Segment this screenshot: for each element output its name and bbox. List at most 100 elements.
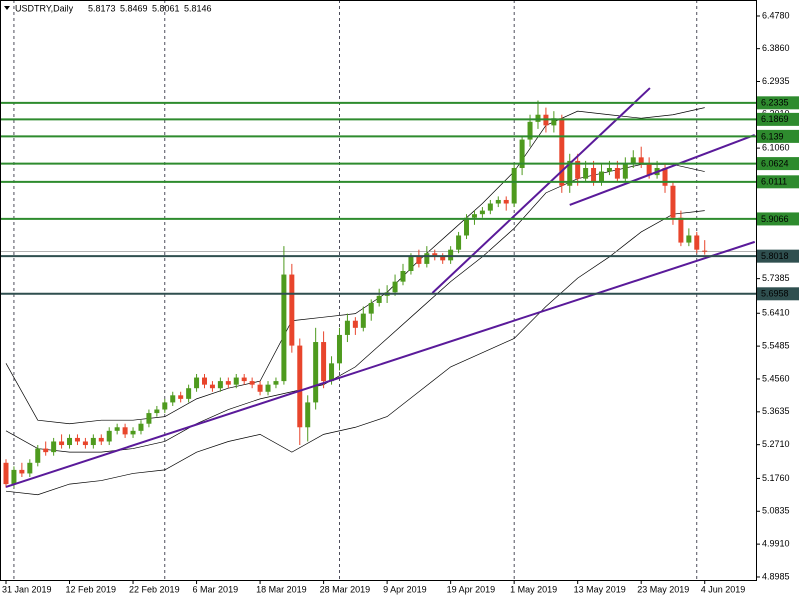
candle-body	[344, 320, 350, 335]
x-tick-label: 19 Apr 2019	[447, 584, 496, 594]
candle-body	[27, 462, 33, 474]
candle-body	[583, 167, 589, 179]
candle-body	[265, 384, 271, 392]
y-tick-label: 4.9910	[762, 539, 790, 549]
candle-body	[241, 377, 247, 382]
y-tick-label: 6.2935	[762, 76, 790, 86]
candle-body	[511, 167, 517, 204]
candle-body	[527, 121, 533, 140]
candle-body	[249, 381, 255, 385]
candle-body	[360, 313, 366, 328]
candle-body	[178, 395, 184, 399]
candle-body	[694, 235, 700, 250]
candle-body	[106, 430, 112, 442]
y-tick-label: 5.1760	[762, 473, 790, 483]
candle-body	[622, 164, 628, 179]
candle-body	[154, 409, 160, 414]
level-label-box	[757, 175, 799, 189]
candle-body	[35, 448, 41, 463]
level-label: 6.139	[761, 131, 784, 141]
candle-body	[630, 157, 636, 165]
candle-body	[662, 167, 668, 186]
chart-title: USDTRY,Daily	[15, 3, 74, 13]
candle-body	[551, 118, 557, 126]
plot-border	[0, 0, 757, 581]
candle-body	[122, 427, 128, 435]
x-tick-label: 18 Mar 2019	[256, 584, 307, 594]
y-tick-label: 5.7385	[762, 273, 790, 283]
x-tick-label: 6 Mar 2019	[193, 584, 239, 594]
candle-body	[313, 342, 319, 403]
level-label: 5.9066	[761, 214, 789, 224]
candle-body	[209, 384, 215, 389]
candle-body	[559, 118, 565, 186]
candle-body	[170, 395, 176, 403]
candle-body	[678, 217, 684, 243]
candle-body	[273, 381, 279, 385]
candle-body	[186, 388, 192, 399]
candle-body	[329, 363, 335, 382]
candle-body	[74, 437, 80, 442]
candle-body	[281, 274, 287, 382]
level-label-box	[757, 129, 799, 143]
y-tick-label: 6.4780	[762, 10, 790, 20]
y-tick-label: 6.1060	[762, 142, 790, 152]
level-label: 5.8018	[761, 251, 789, 261]
candle-body	[376, 295, 382, 303]
y-tick-label: 5.5485	[762, 340, 790, 350]
level-label-box	[757, 112, 799, 126]
candle-body	[479, 210, 485, 215]
level-label-box	[757, 287, 799, 301]
candle-body	[440, 256, 446, 261]
candle-body	[646, 164, 652, 176]
level-label-box	[757, 212, 799, 226]
candle-body	[3, 462, 9, 485]
candle-body	[114, 427, 120, 431]
y-tick-label: 5.6410	[762, 308, 790, 318]
candle-body	[82, 441, 88, 446]
y-tick-label: 5.3635	[762, 406, 790, 416]
header-close: 5.8146	[184, 3, 212, 13]
candle-body	[233, 377, 239, 385]
candle-body	[321, 342, 327, 382]
candle-body	[336, 334, 342, 364]
candle-body	[368, 302, 374, 314]
x-tick-label: 23 May 2019	[637, 584, 689, 594]
bollinger-band	[5, 107, 705, 425]
candle-body	[591, 167, 597, 183]
x-tick-label: 22 Feb 2019	[129, 584, 180, 594]
candle-body	[567, 160, 573, 186]
candle-body	[90, 437, 96, 446]
x-tick-label: 31 Jan 2019	[2, 584, 52, 594]
x-tick-label: 13 May 2019	[574, 584, 626, 594]
level-label: 6.1869	[761, 114, 789, 124]
candle-body	[670, 185, 676, 218]
x-tick-label: 4 Jun 2019	[701, 584, 746, 594]
candle-body	[535, 114, 541, 122]
candle-body	[289, 274, 295, 346]
candle-body	[519, 139, 525, 168]
candle-body	[19, 469, 25, 474]
header-open: 5.8173	[88, 3, 116, 13]
candle-body	[448, 249, 454, 261]
level-label: 6.0624	[761, 158, 789, 168]
candle-body	[614, 167, 620, 179]
candle-body	[416, 256, 422, 264]
x-tick-label: 1 May 2019	[510, 584, 557, 594]
x-tick-label: 12 Feb 2019	[66, 584, 117, 594]
candle-body	[575, 160, 581, 179]
candle-body	[352, 320, 358, 328]
candle-body	[130, 430, 136, 435]
level-label-box	[757, 157, 799, 171]
candle-body	[146, 413, 152, 424]
header-high: 5.8469	[120, 3, 148, 13]
trendline	[5, 240, 756, 488]
candle-body	[638, 157, 644, 165]
candle-body	[43, 448, 49, 453]
trendline	[569, 134, 756, 206]
candle-body	[464, 217, 470, 236]
level-label: 5.6958	[761, 289, 789, 299]
candle-body	[424, 253, 430, 264]
